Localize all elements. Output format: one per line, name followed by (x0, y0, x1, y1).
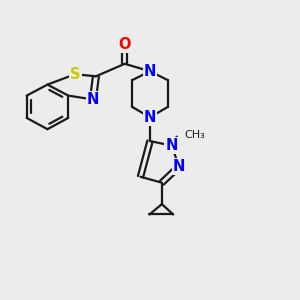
Text: N: N (144, 110, 156, 125)
Text: N: N (173, 159, 185, 174)
Text: O: O (118, 37, 131, 52)
Text: N: N (165, 138, 178, 153)
Text: CH₃: CH₃ (184, 130, 205, 140)
Text: N: N (144, 64, 156, 79)
Text: N: N (87, 92, 99, 107)
Text: S: S (70, 67, 80, 82)
